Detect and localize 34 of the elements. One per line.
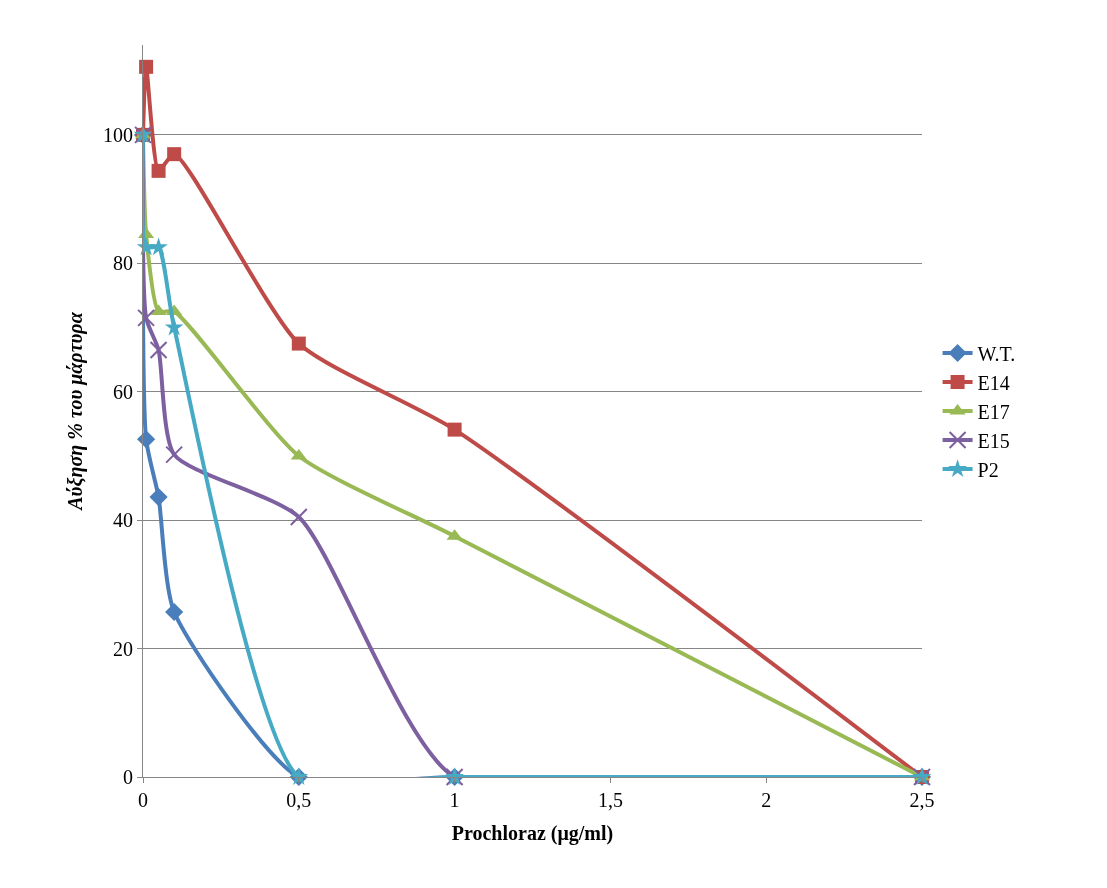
point [139, 59, 154, 74]
x-tick-label: 1,5 [597, 789, 623, 811]
y-tick-label: 0 [123, 766, 133, 788]
y-tick-label: 80 [113, 252, 133, 275]
legend-label: E14 [977, 371, 1010, 394]
point [290, 448, 307, 460]
y-tick-label: 100 [103, 123, 133, 146]
y-axis-title: Αύξηση % του μάρτυρα [63, 311, 87, 512]
point [165, 445, 184, 464]
point [164, 317, 184, 336]
point [289, 507, 308, 526]
y-tick-label: 40 [113, 509, 133, 532]
x-tick-label: 0 [138, 789, 148, 811]
point [137, 308, 156, 327]
point [167, 147, 182, 162]
legend-label: P2 [977, 458, 999, 481]
legend-label: W.T. [977, 342, 1016, 365]
x-tick-label: 1 [449, 789, 460, 811]
point [165, 602, 184, 622]
x-tick-label: 0,5 [286, 789, 312, 811]
y-tick-label: 20 [113, 637, 133, 660]
x-tick-label: 2,5 [909, 789, 935, 811]
x-axis-title: Prochloraz (μg/ml) [451, 821, 614, 845]
point [151, 163, 166, 178]
x-tick-label: 2 [761, 789, 772, 811]
legend-label: E17 [977, 400, 1010, 423]
point [149, 237, 168, 256]
point [447, 422, 462, 437]
point [137, 430, 156, 449]
point [149, 487, 168, 507]
point [291, 336, 306, 351]
y-tick-label: 60 [113, 380, 133, 403]
point [149, 341, 168, 359]
legend-label: E15 [977, 429, 1010, 452]
